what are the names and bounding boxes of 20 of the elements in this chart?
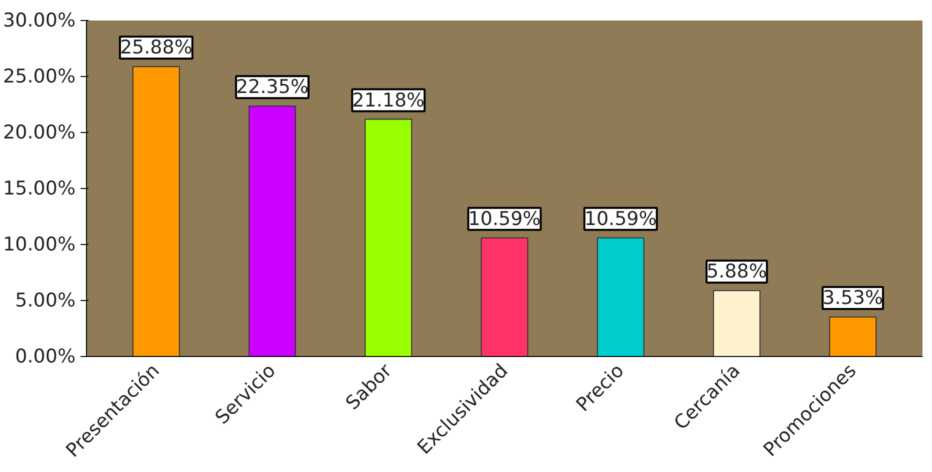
data-label: 22.35% [236, 76, 309, 98]
y-tick-label: 0.00% [15, 346, 76, 368]
bar [596, 237, 644, 356]
y-tick-label: 5.00% [15, 290, 76, 312]
data-label: 3.53% [822, 286, 884, 309]
data-label: 5.88% [706, 260, 767, 283]
bar [713, 290, 760, 356]
data-label: 25.88% [120, 36, 192, 59]
y-tick-label: 25.00% [3, 66, 76, 88]
data-label: 21.18% [352, 89, 425, 112]
data-label: 10.59% [584, 208, 657, 230]
bar [364, 118, 412, 356]
y-tick-label: 15.00% [3, 178, 76, 200]
y-tick-label: 10.00% [3, 234, 76, 256]
bar [248, 106, 296, 356]
bar [829, 316, 877, 356]
bar [132, 66, 180, 356]
y-tick-label: 30.00% [3, 10, 76, 32]
y-tick-label: 20.00% [3, 122, 76, 144]
bar [480, 237, 528, 356]
